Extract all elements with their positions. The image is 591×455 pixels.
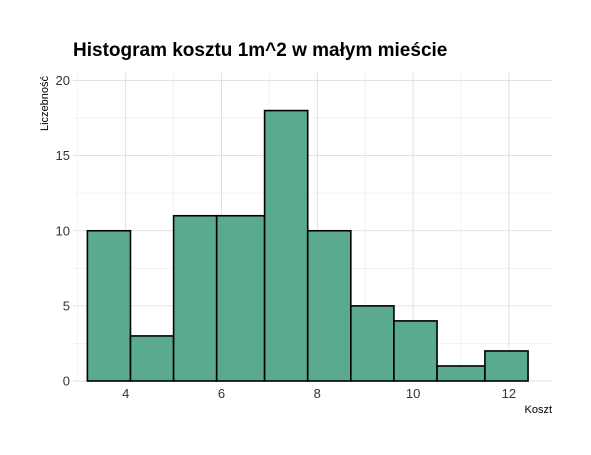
histogram-bar xyxy=(436,365,486,382)
y-tick-label: 10 xyxy=(56,223,70,238)
y-tick-label: 0 xyxy=(63,374,70,389)
histogram-bar xyxy=(86,229,132,382)
y-tick-label: 15 xyxy=(56,148,70,163)
y-tick-label: 5 xyxy=(63,298,70,313)
y-axis-ticks: 0 5 10 15 20 xyxy=(56,73,70,388)
histogram-bar xyxy=(129,335,175,382)
histogram-bar xyxy=(306,229,352,382)
x-tick-label: 12 xyxy=(502,386,516,401)
x-tick-label: 8 xyxy=(314,386,321,401)
histogram-bar xyxy=(393,320,438,382)
y-tick-label: 20 xyxy=(56,73,70,88)
x-tick-label: 6 xyxy=(218,386,225,401)
bars xyxy=(86,109,529,382)
histogram-bar xyxy=(484,350,529,382)
histogram-bar xyxy=(350,305,395,382)
y-axis-label: Liczebność xyxy=(39,76,51,132)
chart-title: Histogram kosztu 1m^2 w małym mieście xyxy=(73,40,447,61)
histogram-bar xyxy=(215,214,266,382)
x-axis-label: Koszt xyxy=(524,404,552,416)
x-tick-label: 4 xyxy=(122,386,129,401)
histogram-bar xyxy=(263,109,309,382)
x-axis-ticks: 4 6 8 10 12 xyxy=(122,386,516,401)
x-tick-label: 10 xyxy=(406,386,420,401)
histogram-bar xyxy=(172,214,218,382)
